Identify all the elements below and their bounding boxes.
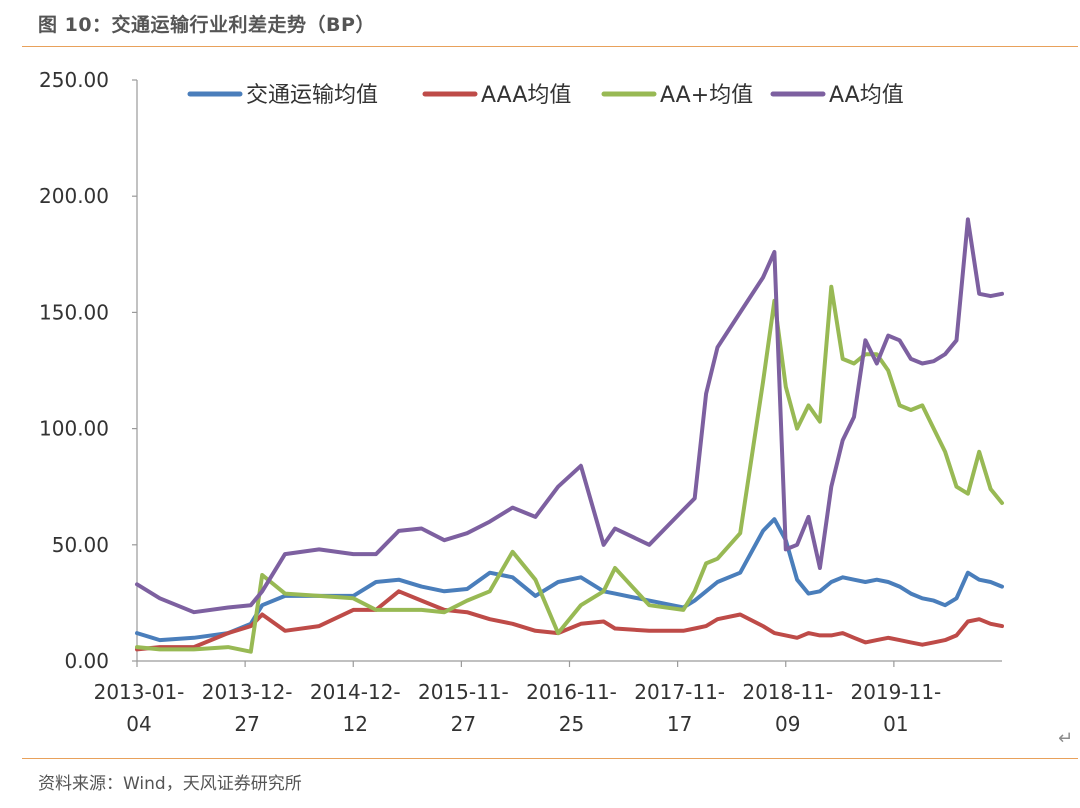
legend-item-1: AAA均值 xyxy=(422,83,571,108)
x-tick-label-line2: 25 xyxy=(559,712,584,736)
y-axis-ticks: 0.00 50.00 100.00 150.00 200.00 250.00 xyxy=(39,68,137,673)
x-tick-label: 2013-01- 04 xyxy=(94,680,185,736)
x-tick-label-line2: 12 xyxy=(343,712,368,736)
y-tick-label: 150.00 xyxy=(39,300,109,324)
source-note: 资料来源：Wind，天风证券研究所 xyxy=(38,774,302,794)
series-line-0 xyxy=(135,517,1004,643)
x-tick-label-line1: 2017-11- xyxy=(634,680,725,704)
x-tick-label: 2014-12- 12 xyxy=(310,680,401,736)
x-tick-label: 2016-11- 25 xyxy=(526,680,617,736)
x-tick-label-line2: 17 xyxy=(667,712,692,736)
chart-axes xyxy=(136,80,1002,662)
x-tick-label-line1: 2013-01- xyxy=(94,680,185,704)
legend-item-3: AA均值 xyxy=(770,83,904,108)
series-line-3 xyxy=(135,217,1004,615)
x-tick-label-line2: 09 xyxy=(775,712,800,736)
legend-item-0: 交通运输均值 xyxy=(187,83,378,108)
series-line-2 xyxy=(135,284,1004,654)
chart-legend: 交通运输均值 AAA均值 AA+均值 AA均值 xyxy=(187,83,904,108)
x-tick-label: 2019-11- 01 xyxy=(850,680,941,736)
x-tick-label-line1: 2013-12- xyxy=(202,680,293,704)
y-tick-label: 0.00 xyxy=(64,649,109,673)
x-tick-label-line2: 01 xyxy=(883,712,908,736)
x-tick-label: 2013-12- 27 xyxy=(202,680,293,736)
legend-label: AA均值 xyxy=(829,83,904,108)
return-mark-icon: ↵ xyxy=(1058,728,1074,749)
legend-label: 交通运输均值 xyxy=(246,83,378,108)
bottom-divider xyxy=(22,758,1078,759)
x-tick-label: 2017-11- 17 xyxy=(634,680,725,736)
x-tick-label-line2: 27 xyxy=(234,712,259,736)
x-tick-label-line1: 2016-11- xyxy=(526,680,617,704)
legend-label: AA+均值 xyxy=(660,83,753,108)
x-tick-label-line1: 2014-12- xyxy=(310,680,401,704)
x-tick-label-line1: 2015-11- xyxy=(418,680,509,704)
x-tick-label-line1: 2018-11- xyxy=(742,680,833,704)
y-tick-label: 200.00 xyxy=(39,184,109,208)
top-divider xyxy=(22,46,1078,47)
x-tick-label-line1: 2019-11- xyxy=(850,680,941,704)
x-axis-ticks: 2013-01- 04 2013-12- 27 2014-12- 12 2015-11- 27… xyxy=(94,661,941,736)
y-tick-label: 250.00 xyxy=(39,68,109,92)
y-tick-label: 100.00 xyxy=(39,417,109,441)
x-tick-label-line2: 04 xyxy=(126,712,151,736)
x-tick-label-line2: 27 xyxy=(451,712,476,736)
x-tick-label: 2015-11- 27 xyxy=(418,680,509,736)
legend-label: AAA均值 xyxy=(481,83,571,108)
y-tick-label: 50.00 xyxy=(52,533,109,557)
x-tick-label: 2018-11- 09 xyxy=(742,680,833,736)
series-line-1 xyxy=(135,589,1004,652)
series-lines xyxy=(135,217,1004,654)
line-chart: 0.00 50.00 100.00 150.00 200.00 250.00 2013-0… xyxy=(39,68,1004,736)
figure-title: 图 10：交通运输行业利差走势（BP） xyxy=(38,14,375,36)
legend-item-2: AA+均值 xyxy=(601,83,753,108)
